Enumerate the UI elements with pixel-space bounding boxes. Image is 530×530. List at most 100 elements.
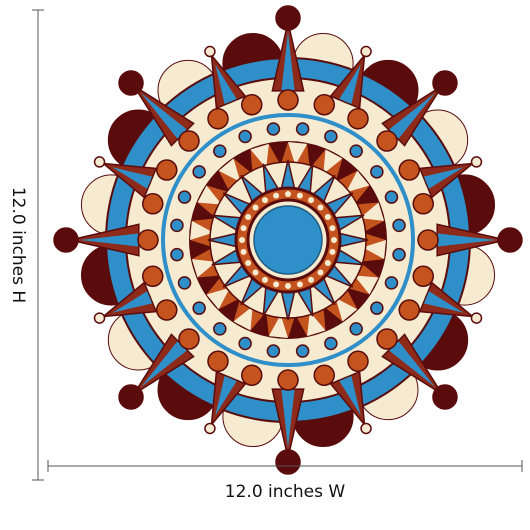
inner-bead [308, 276, 314, 283]
inner-bead [245, 214, 252, 220]
mandala [53, 5, 523, 475]
spike-ball [470, 312, 483, 324]
blue-dot [177, 190, 192, 204]
spike [329, 370, 366, 428]
orange-dot [241, 94, 263, 116]
spike-inner [423, 167, 464, 189]
spike-ball [275, 5, 301, 31]
blue-dot [295, 122, 310, 136]
width-label: 12.0 inches W [225, 482, 346, 502]
spike-inner [281, 32, 295, 91]
spike-inner [140, 341, 187, 388]
blue-dot [384, 190, 399, 204]
inner-bead [252, 269, 259, 276]
check [268, 142, 288, 166]
orange-dot [241, 364, 263, 386]
spike-inner [437, 233, 496, 247]
spike-inner [140, 92, 187, 139]
blue-dot [392, 218, 406, 233]
spike [100, 162, 158, 199]
inner-bead [252, 204, 259, 211]
inner-bead [296, 192, 303, 199]
blue-dot [192, 165, 206, 179]
spike-ball [275, 449, 301, 475]
check [345, 170, 370, 193]
spike-inner [281, 389, 295, 448]
blue-dot [177, 276, 192, 290]
orange-dot [376, 328, 398, 350]
blue-dot [213, 144, 227, 158]
blue-dot [384, 276, 399, 290]
blue-dot [266, 122, 281, 136]
check [323, 306, 343, 331]
orange-dot [178, 130, 200, 152]
blue-dot [324, 129, 338, 144]
spike-inner [423, 291, 464, 313]
blue-dot [370, 301, 384, 315]
orange-dot [277, 369, 299, 391]
blue-dot [266, 344, 281, 358]
spike [210, 370, 247, 428]
inner-bead [317, 204, 324, 211]
check [191, 259, 217, 278]
orange-dot [347, 108, 369, 130]
inner-bead [324, 214, 331, 220]
inner-bead [240, 225, 247, 232]
spike [100, 281, 158, 318]
check [345, 287, 370, 310]
spike-ball [93, 156, 106, 168]
blue-dot [213, 322, 227, 336]
orange-dot [156, 159, 178, 181]
spike-inner [339, 64, 361, 105]
check [197, 185, 222, 205]
check [233, 306, 253, 331]
spike-inner [389, 92, 436, 139]
spike-inner [389, 341, 436, 388]
spike-ball [93, 312, 106, 324]
spike-ball [497, 227, 523, 253]
spike-ball [118, 70, 144, 96]
inner-bead [273, 281, 280, 288]
blue-dot [192, 301, 206, 315]
orange-dot [398, 159, 420, 181]
inner-bead [240, 248, 247, 255]
orange-dot [347, 350, 369, 372]
inner-bead [262, 276, 268, 283]
orange-dot [398, 299, 420, 321]
check [218, 158, 241, 183]
spike-inner [80, 233, 139, 247]
check [288, 314, 308, 338]
check [335, 158, 358, 183]
spike-inner [339, 375, 361, 416]
spike [418, 281, 476, 318]
orange-dot [156, 299, 178, 321]
blue-dot [170, 247, 184, 262]
inner-bead [324, 260, 331, 266]
blue-dot [324, 336, 338, 351]
check [359, 259, 385, 278]
blue-dot [170, 218, 184, 233]
check [362, 240, 386, 260]
check [191, 202, 217, 221]
height-label: 12.0 inches H [8, 187, 28, 303]
spike-ball [470, 156, 483, 168]
orange-dot [277, 89, 299, 111]
inner-bead [308, 197, 314, 204]
blue-dot [392, 247, 406, 262]
blue-dot [370, 165, 384, 179]
center [253, 205, 323, 275]
check [250, 143, 269, 169]
orange-dot [137, 229, 159, 251]
inner-bead [262, 197, 268, 204]
spike-ball [432, 70, 458, 96]
inner-bead [285, 283, 291, 289]
orange-dot [207, 350, 229, 372]
spike-ball [360, 45, 372, 58]
check [307, 311, 326, 337]
check [233, 149, 253, 174]
check [323, 149, 343, 174]
orange-dot [417, 229, 439, 251]
spike-inner [112, 167, 153, 189]
spike-inner [215, 64, 237, 105]
